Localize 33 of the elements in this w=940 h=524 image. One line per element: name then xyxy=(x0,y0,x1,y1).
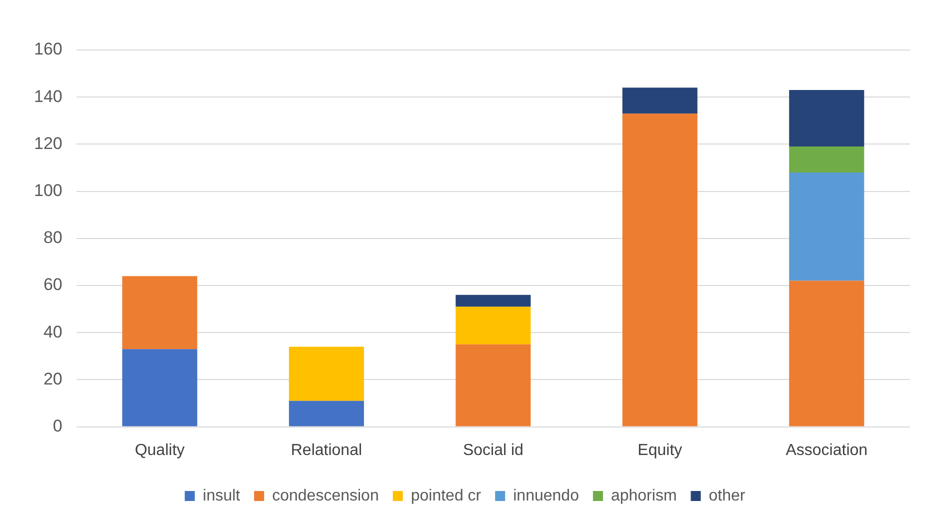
bar xyxy=(288,400,364,426)
legend-label: condescension xyxy=(272,487,379,504)
x-tick-label: Social id xyxy=(462,442,524,459)
bar xyxy=(288,346,364,401)
bar xyxy=(456,294,531,307)
legend-label: aphorism xyxy=(610,487,677,504)
bar xyxy=(122,349,198,426)
x-tick-label: Relational xyxy=(290,442,362,459)
bar xyxy=(789,172,864,281)
y-tick-label: 120 xyxy=(34,134,62,153)
y-tick-label: 160 xyxy=(34,40,62,59)
bar xyxy=(622,114,698,426)
y-tick-label: 60 xyxy=(43,275,62,294)
bar xyxy=(622,88,698,114)
y-tick-label: 40 xyxy=(43,322,62,342)
y-tick-label: 80 xyxy=(43,228,62,248)
x-tick-label: Quality xyxy=(134,442,185,459)
y-tick-label: 0 xyxy=(52,416,62,436)
y-tick-label: 20 xyxy=(43,369,62,388)
bar xyxy=(789,280,864,426)
x-tick-label: Association xyxy=(786,442,868,459)
legend-label: pointed cr xyxy=(410,487,482,504)
bar xyxy=(789,90,864,147)
bar xyxy=(122,276,198,350)
bar xyxy=(456,306,531,344)
legend-label: other xyxy=(708,487,746,504)
x-tick-label: Equity xyxy=(638,442,682,459)
y-tick-label: 140 xyxy=(34,86,62,106)
legend-label: insult xyxy=(202,487,241,504)
y-tick-label: 100 xyxy=(34,180,62,200)
bar xyxy=(789,146,864,172)
legend-label: innuendo xyxy=(513,487,580,504)
bar xyxy=(456,344,531,426)
